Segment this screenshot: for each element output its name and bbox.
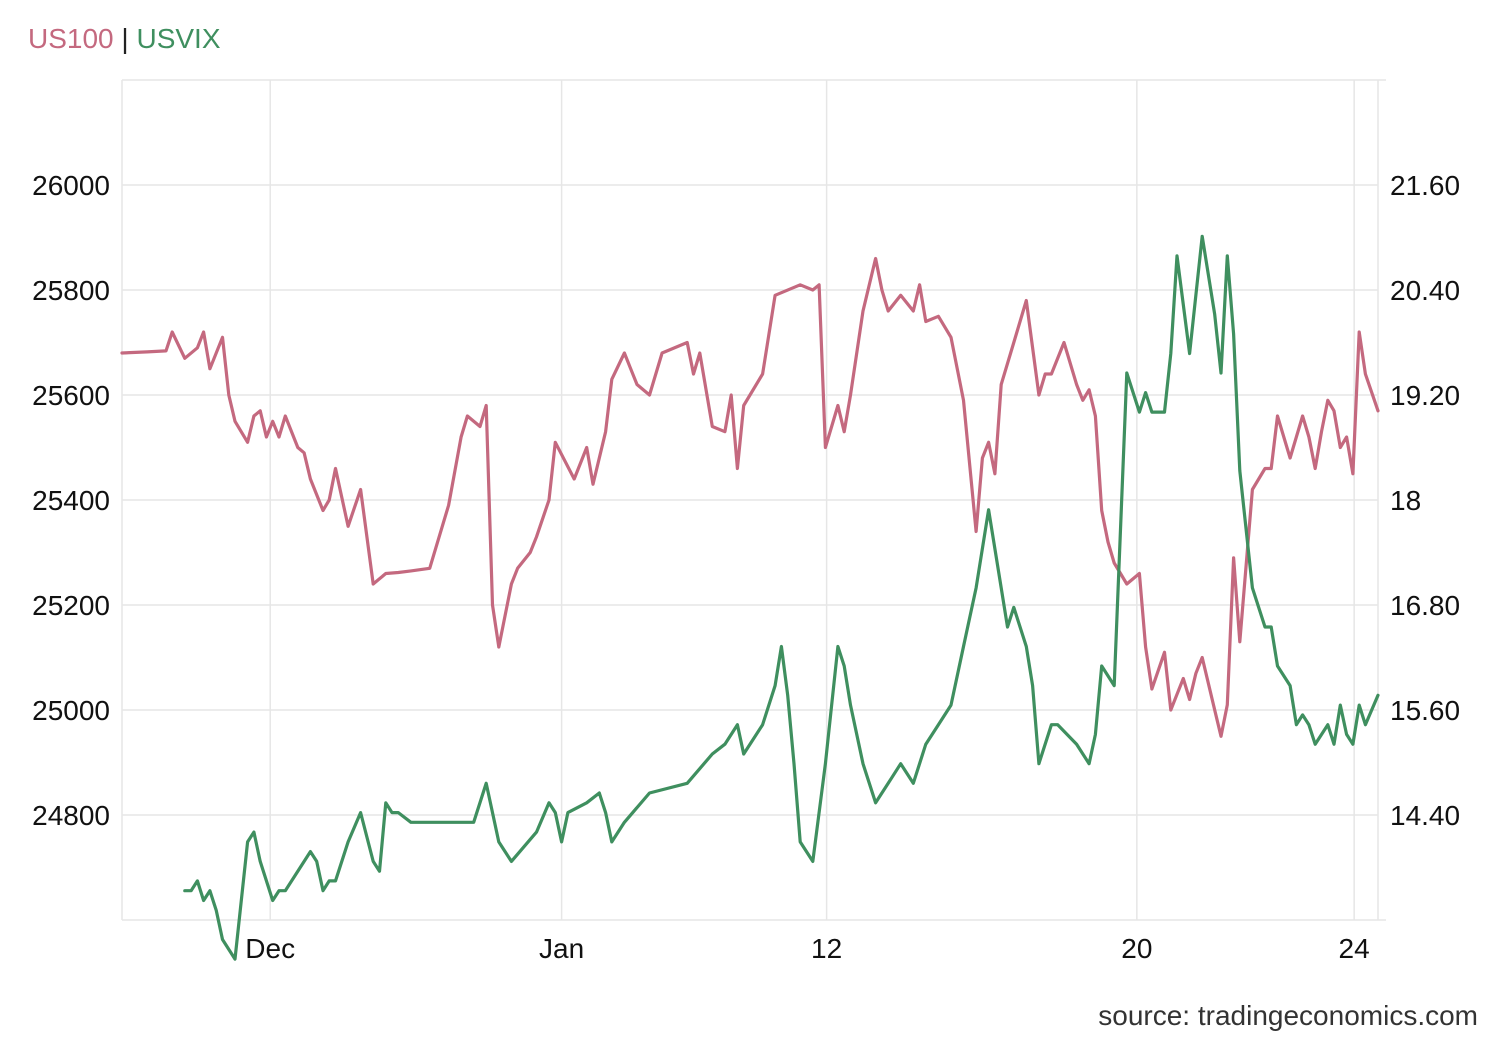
left-tick-label: 25600 bbox=[32, 380, 110, 411]
right-tick-label: 15.60 bbox=[1390, 695, 1460, 726]
x-tick-label: 12 bbox=[811, 933, 842, 964]
left-tick-label: 25800 bbox=[32, 275, 110, 306]
right-tick-label: 20.40 bbox=[1390, 275, 1460, 306]
source-credit: source: tradingeconomics.com bbox=[1098, 1000, 1478, 1031]
axis-ticks: 24800 14.40 25000 15.60 25200 16.80 25400 18 256… bbox=[32, 170, 1460, 964]
x-tick-label: 20 bbox=[1121, 933, 1152, 964]
legend-separator: | bbox=[121, 23, 129, 54]
right-tick-label: 18 bbox=[1390, 485, 1421, 516]
left-tick-label: 25400 bbox=[32, 485, 110, 516]
grid-lines bbox=[121, 79, 1386, 921]
right-tick-label: 19.20 bbox=[1390, 380, 1460, 411]
right-tick-label: 21.60 bbox=[1390, 170, 1460, 201]
right-tick-label: 16.80 bbox=[1390, 590, 1460, 621]
x-tick-label: Dec bbox=[245, 933, 295, 964]
chart-legend: US100 | USVIX bbox=[28, 22, 221, 56]
x-tick-label: Jan bbox=[539, 933, 584, 964]
left-tick-label: 25200 bbox=[32, 590, 110, 621]
legend-us100: US100 bbox=[28, 23, 114, 54]
series-lines bbox=[120, 234, 1380, 961]
legend-usvix: USVIX bbox=[136, 23, 221, 54]
x-tick-label: 24 bbox=[1339, 933, 1370, 964]
left-tick-label: 26000 bbox=[32, 170, 110, 201]
right-tick-label: 14.40 bbox=[1390, 800, 1460, 831]
series-line-us100 bbox=[120, 256, 1380, 738]
left-tick-label: 25000 bbox=[32, 695, 110, 726]
series-line-usvix bbox=[183, 234, 1380, 961]
left-tick-label: 24800 bbox=[32, 800, 110, 831]
